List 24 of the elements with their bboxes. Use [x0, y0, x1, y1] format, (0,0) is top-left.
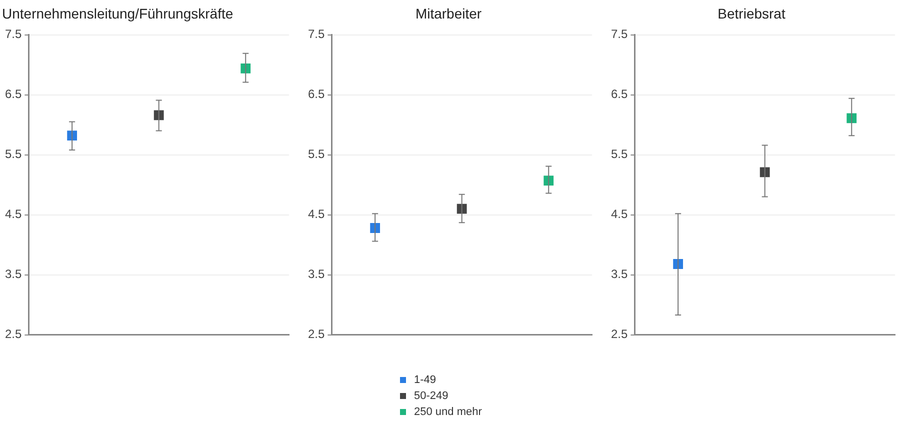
y-tick-label: 7.5 — [308, 27, 325, 42]
y-tick-label: 7.5 — [4, 27, 22, 42]
y-tick-label: 5.5 — [308, 147, 325, 162]
chart-title: Betriebsrat — [718, 5, 786, 22]
y-tick-label: 3.5 — [4, 267, 22, 282]
y-tick-label: 2.5 — [4, 327, 22, 342]
y-tick-label: 3.5 — [308, 267, 325, 282]
y-tick-label: 4.5 — [308, 207, 325, 222]
y-tick-label: 6.5 — [308, 87, 325, 102]
chart-title: Unternehmensleitung/Führungskräfte — [2, 5, 234, 22]
y-tick-label: 6.5 — [610, 87, 628, 102]
y-tick-label: 4.5 — [610, 207, 628, 222]
legend-label: 1-49 — [414, 374, 436, 386]
y-tick-label: 2.5 — [308, 327, 325, 342]
legend-label: 250 und mehr — [414, 406, 482, 418]
y-tick-label: 5.5 — [610, 147, 628, 162]
chart-title: Mitarbeiter — [415, 5, 482, 22]
y-tick-label: 3.5 — [610, 267, 628, 282]
legend-label: 50-249 — [414, 390, 448, 402]
y-tick-label: 5.5 — [4, 147, 22, 162]
y-tick-label: 7.5 — [610, 27, 628, 42]
y-tick-label: 4.5 — [4, 207, 22, 222]
y-tick-label: 2.5 — [610, 327, 628, 342]
y-tick-label: 6.5 — [4, 87, 22, 102]
